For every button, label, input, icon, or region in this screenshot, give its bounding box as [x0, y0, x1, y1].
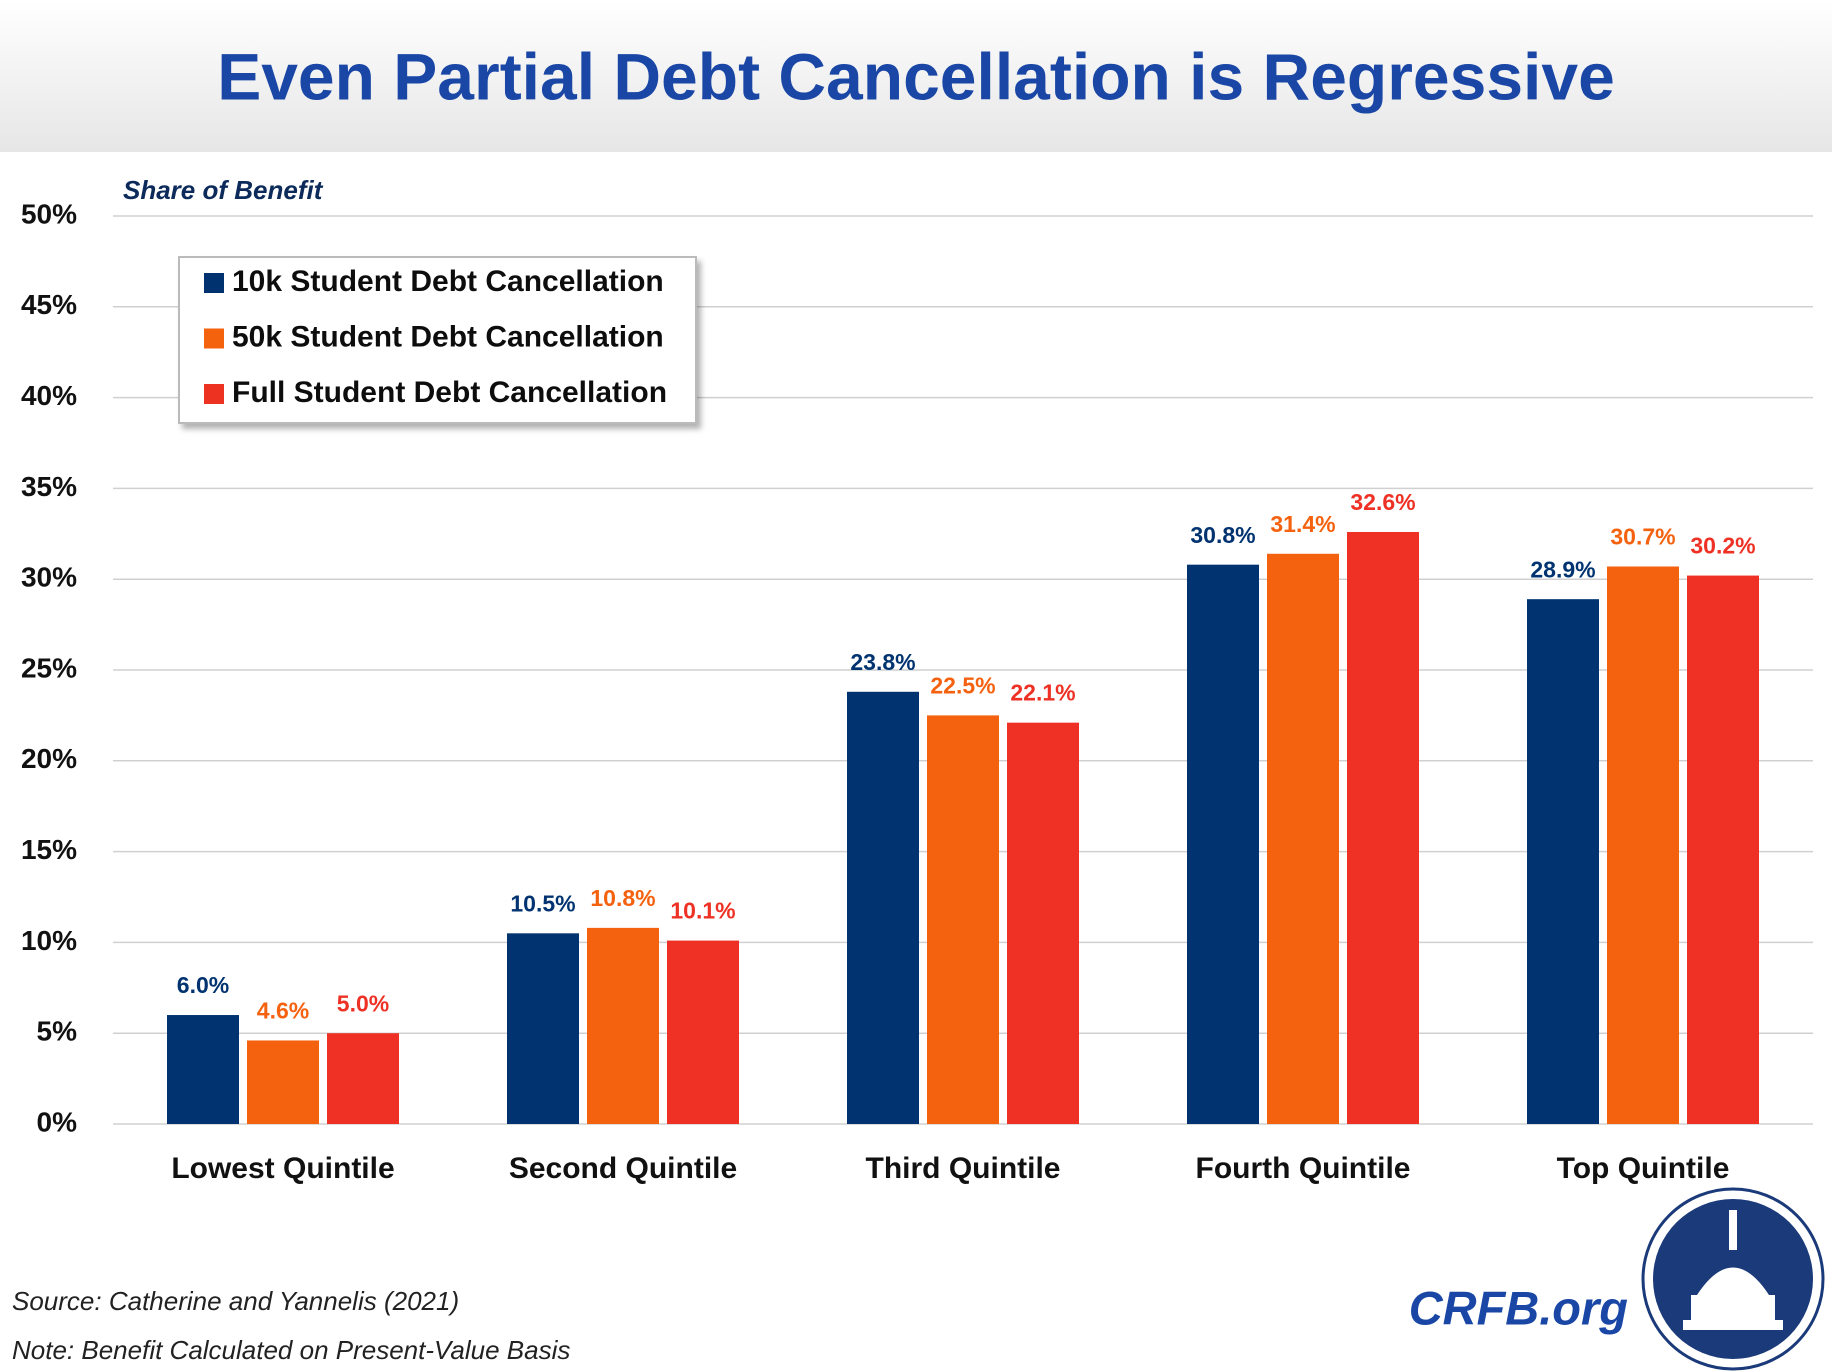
bar: [1527, 599, 1599, 1124]
bar: [1347, 531, 1419, 1124]
y-tick-label: 50%: [21, 198, 77, 229]
x-tick-label: Third Quintile: [866, 1152, 1061, 1185]
value-label: 30.7%: [1610, 524, 1675, 550]
legend-swatch: [204, 328, 224, 349]
x-tick-label: Top Quintile: [1557, 1152, 1730, 1185]
bar: [167, 1015, 239, 1124]
value-label: 22.1%: [1010, 680, 1075, 706]
legend-label: 50k Student Debt Cancellation: [232, 320, 664, 353]
y-tick-label: 15%: [21, 834, 77, 865]
value-label: 30.2%: [1690, 533, 1755, 559]
y-tick-label: 45%: [21, 289, 77, 320]
x-tick-label: Lowest Quintile: [171, 1152, 394, 1185]
legend-label: 10k Student Debt Cancellation: [232, 265, 664, 298]
value-label: 10.1%: [670, 898, 735, 924]
legend-swatch: [204, 384, 224, 404]
y-tick-label: 25%: [21, 652, 77, 683]
y-tick-label: 20%: [21, 743, 77, 774]
x-tick-label: Second Quintile: [509, 1152, 737, 1185]
value-label: 4.6%: [257, 998, 309, 1024]
y-tick-label: 5%: [37, 1016, 78, 1047]
bar: [1687, 575, 1759, 1124]
logo: [1641, 1187, 1825, 1371]
y-tick-label: 30%: [21, 562, 77, 593]
y-tick-label: 0%: [37, 1106, 78, 1137]
bar: [847, 691, 919, 1124]
value-label: 31.4%: [1270, 511, 1335, 537]
bar: [1267, 553, 1339, 1124]
legend-label: Full Student Debt Cancellation: [232, 376, 667, 409]
source: Source: Catherine and Yannelis (2021): [12, 1286, 459, 1316]
value-label: 22.5%: [930, 672, 995, 698]
value-label: 30.8%: [1190, 522, 1255, 548]
bar: [587, 927, 659, 1124]
value-label: 10.8%: [590, 885, 655, 911]
value-label: 10.5%: [510, 890, 575, 916]
bar: [667, 940, 739, 1124]
bar: [1007, 722, 1079, 1124]
brand: CRFB.org: [1409, 1281, 1628, 1334]
value-label: 5.0%: [337, 990, 389, 1016]
x-tick-label: Fourth Quintile: [1196, 1152, 1411, 1185]
legend-swatch: [204, 273, 224, 293]
chart-title: Even Partial Debt Cancellation is Regres…: [217, 39, 1615, 113]
bar: [247, 1040, 319, 1124]
y-tick-label: 35%: [21, 471, 77, 502]
value-label: 32.6%: [1350, 489, 1415, 515]
y-tick-label: 10%: [21, 925, 77, 956]
value-label: 6.0%: [177, 972, 229, 998]
bar: [927, 715, 999, 1124]
value-label: 28.9%: [1530, 556, 1595, 582]
y-axis-label: Share of Benefit: [123, 175, 324, 205]
legend-box: [178, 256, 697, 424]
header-band: [0, 0, 1832, 152]
bar: [1607, 566, 1679, 1124]
note: Note: Benefit Calculated on Present-Valu…: [12, 1335, 570, 1365]
value-label: 23.8%: [850, 649, 915, 675]
bar: [327, 1033, 399, 1124]
y-tick-label: 40%: [21, 380, 77, 411]
bar: [1187, 564, 1259, 1124]
bar: [507, 933, 579, 1124]
